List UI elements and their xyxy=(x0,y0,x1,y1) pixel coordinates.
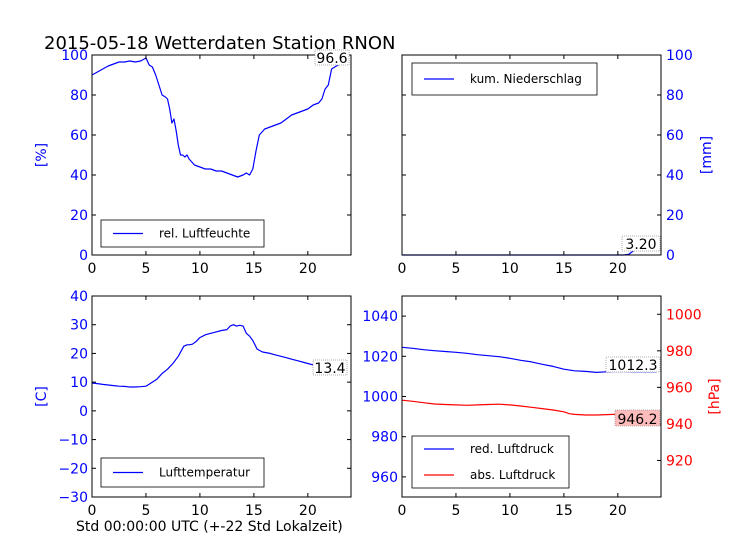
y-tick-label-right: 20 xyxy=(666,208,684,224)
y-tick-label: 1020 xyxy=(362,349,398,365)
y-tick-label: 40 xyxy=(70,289,88,305)
figure-title: 2015-05-18 Wetterdaten Station RNON xyxy=(44,33,395,54)
y-axis-label-right: [mm] xyxy=(699,136,715,174)
x-tick-label: 0 xyxy=(398,503,407,519)
x-tick-label: 5 xyxy=(141,503,150,519)
y-tick-label-right: 960 xyxy=(666,380,693,396)
legend-label: kum. Niederschlag xyxy=(470,72,582,86)
x-tick-label: 10 xyxy=(501,261,519,277)
y-tick-label-right: 40 xyxy=(666,168,684,184)
y-tick-label-right: 60 xyxy=(666,128,684,144)
y-tick-label: 80 xyxy=(70,88,88,104)
last-value-box xyxy=(312,359,348,376)
last-value-label: 13.4 xyxy=(314,361,345,377)
x-tick-label: 5 xyxy=(141,261,150,277)
x-tick-label: 20 xyxy=(609,261,627,277)
y-tick-label-right: 940 xyxy=(666,417,693,433)
x-tick-label: 15 xyxy=(245,503,263,519)
x-tick-label: 15 xyxy=(555,261,573,277)
y-tick-label: 10 xyxy=(70,375,88,391)
y-tick-label: 1040 xyxy=(362,309,398,325)
y-axis-label: [%] xyxy=(34,143,50,167)
last-value-label: 3.20 xyxy=(625,237,656,253)
x-tick-label: 10 xyxy=(191,261,209,277)
x-tick-label: 5 xyxy=(451,503,460,519)
x-tick-label: 10 xyxy=(191,503,209,519)
x-tick-label: 0 xyxy=(398,261,407,277)
y-tick-label: 0 xyxy=(79,248,88,264)
last-value-label: 946.2 xyxy=(617,412,657,428)
x-tick-label: 15 xyxy=(555,503,573,519)
legend-label: abs. Luftdruck xyxy=(470,468,555,482)
x-tick-label: 20 xyxy=(609,503,627,519)
axes-frame xyxy=(91,54,352,256)
y-tick-label: −10 xyxy=(58,433,88,449)
temperature-panel: 0 5 10 15 20 −30 −20 −10 0 10 20 30 40 [C] Std 00:00:0… xyxy=(34,289,352,535)
precipitation-panel: 0 5 10 15 20 0 20 40 60 80 100 [mm] kum. Niederschl… xyxy=(398,48,715,277)
last-value-box xyxy=(614,409,661,427)
x-tick-label: 0 xyxy=(88,503,97,519)
y-axis-label: [C] xyxy=(34,386,50,407)
legend-label: Lufttemperatur xyxy=(159,466,250,480)
x-tick-label: 0 xyxy=(88,261,97,277)
y-tick-label: 30 xyxy=(70,318,88,334)
y-tick-label: 20 xyxy=(70,346,88,362)
y-tick-label: 20 xyxy=(70,208,88,224)
x-tick-label: 5 xyxy=(451,261,460,277)
y-tick-label: 100 xyxy=(61,48,88,64)
last-value-label: 1012.3 xyxy=(609,358,658,374)
y-tick-label-right: 1000 xyxy=(666,307,702,323)
y-tick-label: 960 xyxy=(371,470,398,486)
last-value-box xyxy=(605,356,661,373)
x-tick-label: 20 xyxy=(299,503,317,519)
y-tick-label-right: 100 xyxy=(666,48,693,64)
series-line-1 xyxy=(91,57,347,178)
pressure-panel: 0 5 10 15 20 960 980 1000 1020 1040 920 940 960 980 10… xyxy=(362,295,723,519)
legend-box xyxy=(411,435,570,489)
y-tick-label: 60 xyxy=(70,128,88,144)
axes-frame xyxy=(91,295,352,498)
last-value-label: 96.6 xyxy=(316,51,347,67)
series-line-1 xyxy=(91,324,347,388)
legend-label: red. Luftdruck xyxy=(470,442,554,456)
x-tick-label: 20 xyxy=(299,261,317,277)
legend-label: rel. Luftfeuchte xyxy=(159,227,250,241)
y-tick-label-right: 80 xyxy=(666,88,684,104)
y-axis-label-right: [hPa] xyxy=(707,378,723,414)
last-value-box xyxy=(621,235,661,252)
x-axis-label: Std 00:00:00 UTC (+-22 Std Lokalzeit) xyxy=(76,519,343,535)
humidity-panel: 0 5 10 15 20 0 20 40 60 80 100 [%] rel. Luftfeuchte… xyxy=(34,48,352,277)
y-tick-label: −20 xyxy=(58,461,88,477)
y-tick-label: 1000 xyxy=(362,390,398,406)
y-tick-label: 40 xyxy=(70,168,88,184)
x-tick-label: 15 xyxy=(245,261,263,277)
y-tick-label-right: 0 xyxy=(666,248,675,264)
y-tick-label-right: 980 xyxy=(666,344,693,360)
y-tick-label: 980 xyxy=(371,430,398,446)
y-tick-label-right: 920 xyxy=(666,453,693,469)
axes-frame xyxy=(401,54,662,256)
x-tick-label: 10 xyxy=(501,503,519,519)
last-value-box xyxy=(314,49,350,66)
y-tick-label: 0 xyxy=(79,404,88,420)
y-tick-label: −30 xyxy=(58,490,88,506)
